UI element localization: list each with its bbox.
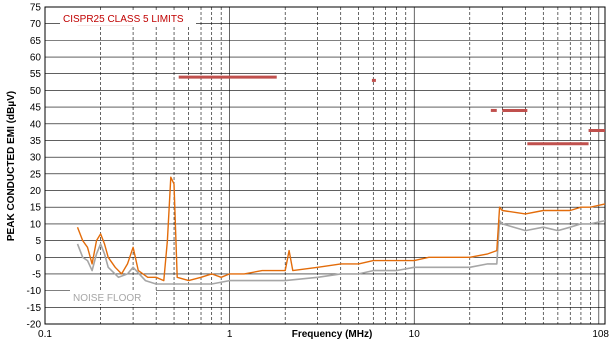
y-tick-label: -15 [27, 303, 42, 314]
limits-label-bg [60, 10, 196, 25]
y-tick-label: 5 [35, 236, 41, 247]
y-tick-label: 35 [30, 136, 42, 147]
series-noise [76, 219, 606, 285]
x-tick-label: 108 [592, 329, 609, 340]
noise-floor-label: NOISE FLOOR [73, 293, 141, 304]
x-tick-label: 1 [227, 329, 233, 340]
y-tick-label: 30 [30, 153, 42, 164]
y-tick-label: 25 [30, 169, 42, 180]
y-tick-label: 70 [30, 19, 42, 30]
y-axis-label: PEAK CONDUCTED EMI (dBµV) [6, 91, 17, 241]
series-emi [76, 176, 606, 282]
y-tick-label: 20 [30, 186, 42, 197]
y-tick-label: 65 [30, 36, 42, 47]
series-layer [76, 176, 606, 285]
y-tick-label: -5 [32, 269, 41, 280]
y-tick-labels: -20 -15 -10 -5 0 5 10 15 20 25 30 35 40 45 50 55 60 65 70 7… [27, 3, 42, 331]
noise-label-bg [70, 290, 156, 304]
y-tick-label: 0 [35, 253, 41, 264]
y-tick-label: 40 [30, 119, 42, 130]
y-tick-label: 45 [30, 103, 42, 114]
x-axis-label: Frequency (MHz) [292, 329, 373, 340]
y-tick-label: 55 [30, 69, 42, 80]
x-tick-label: 10 [409, 329, 421, 340]
x-tick-label: 0.1 [38, 329, 52, 340]
y-tick-label: 10 [30, 219, 42, 230]
y-tick-label: -20 [27, 320, 42, 331]
y-tick-label: 15 [30, 203, 42, 214]
limits-label: CISPR25 CLASS 5 LIMITS [63, 14, 184, 25]
plot-frame [44, 6, 606, 325]
y-tick-label: 75 [30, 3, 42, 14]
y-tick-label: -10 [27, 286, 42, 297]
x-tick-labels: 0.1 1 10 108 [38, 329, 609, 340]
y-tick-label: 50 [30, 86, 42, 97]
y-tick-label: 60 [30, 53, 42, 64]
